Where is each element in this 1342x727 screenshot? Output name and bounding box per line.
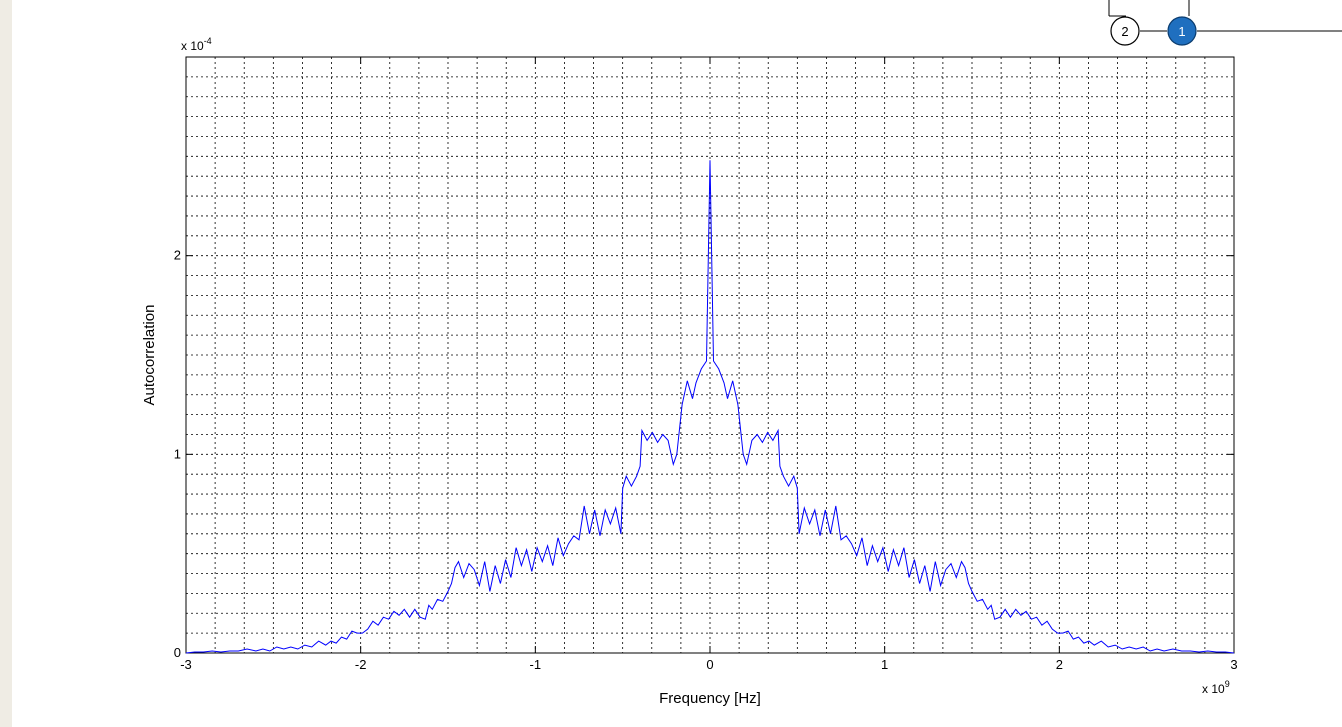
y-axis-title: Autocorrelation — [141, 305, 158, 406]
marker-2[interactable]: 2 — [1110, 16, 1140, 46]
y-tick-label: 1 — [174, 446, 181, 461]
x-axis-title: Frequency [Hz] — [659, 690, 761, 707]
x-tick-label: -3 — [180, 657, 192, 672]
x-tick-labels: -3 -2 -1 0 1 2 3 — [180, 657, 1237, 672]
x-exponent-label: x 109 — [1202, 679, 1230, 696]
x-tick-label: 2 — [1056, 657, 1063, 672]
marker-circle — [1110, 16, 1140, 46]
x-exponent-power: 9 — [1225, 679, 1230, 689]
y-exponent-power: -4 — [204, 36, 212, 46]
y-tick-label: 0 — [174, 645, 181, 660]
autocorrelation-chart: -3 -2 -1 0 1 2 3 0 1 2 Frequency [Hz] Autocorrel… — [141, 0, 1342, 707]
y-exponent-label: x 10-4 — [181, 36, 212, 53]
marker-label: 2 — [1121, 24, 1128, 39]
x-tick-label: 3 — [1230, 657, 1237, 672]
x-tick-label: 0 — [706, 657, 713, 672]
y-tick-label: 2 — [174, 248, 181, 263]
x-exponent-base: x 10 — [1202, 682, 1225, 696]
callout-markers: 2 1 — [1108, 0, 1342, 46]
y-tick-labels: 0 1 2 — [174, 248, 181, 660]
x-tick-label: 1 — [881, 657, 888, 672]
marker-label: 1 — [1178, 24, 1185, 39]
marker-1[interactable]: 1 — [1167, 16, 1197, 46]
figure-frame: -3 -2 -1 0 1 2 3 0 1 2 Frequency [Hz] Autocorrel… — [12, 0, 1342, 727]
x-tick-label: -2 — [355, 657, 367, 672]
marker-circle — [1167, 16, 1197, 46]
grid-lines — [186, 57, 1234, 653]
x-tick-label: -1 — [530, 657, 542, 672]
y-exponent-base: x 10 — [181, 39, 204, 53]
series-line — [185, 160, 1235, 654]
